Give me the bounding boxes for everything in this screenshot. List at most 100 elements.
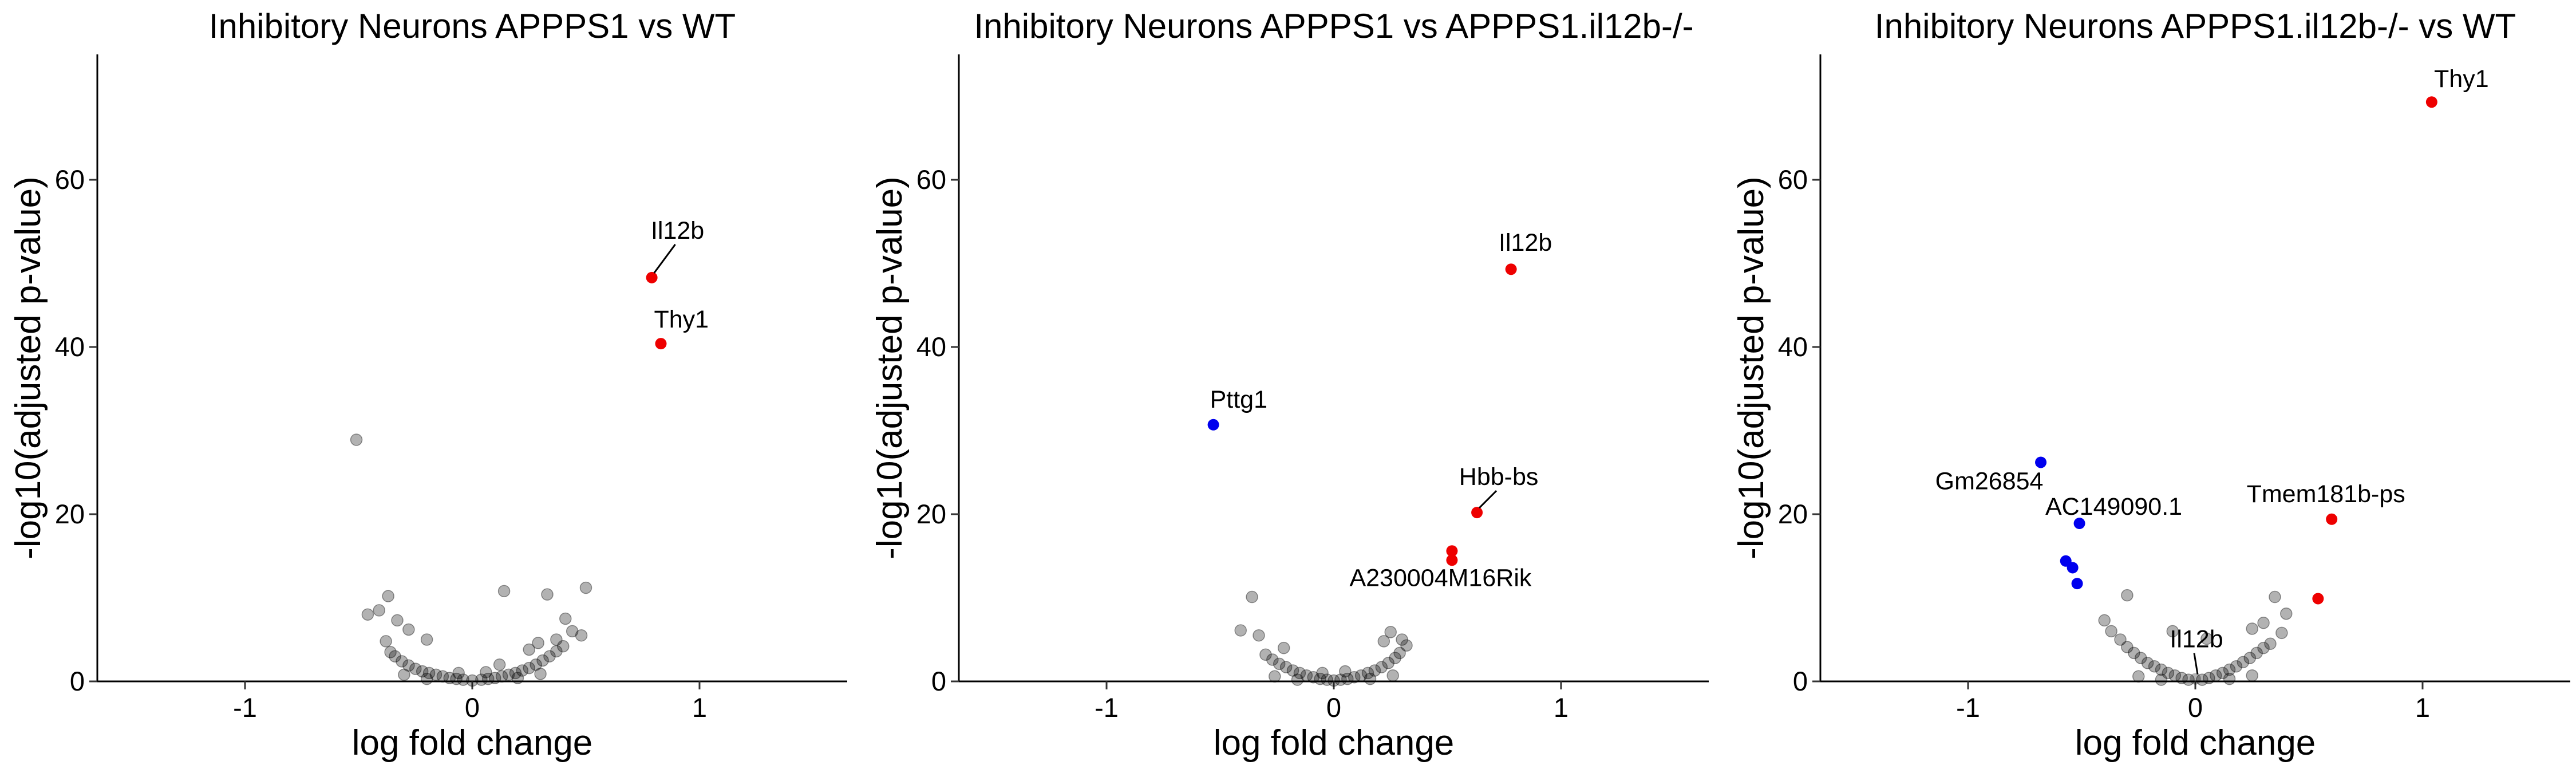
x-tick-label: 0 xyxy=(1326,692,1341,723)
gene-point-ns xyxy=(389,650,401,662)
gene-point-ns xyxy=(1341,672,1354,685)
gene-point-ns xyxy=(579,581,592,594)
gene-point-ns xyxy=(2134,652,2147,664)
x-tick-label: -1 xyxy=(233,692,257,723)
gene-point-ns xyxy=(2098,614,2111,627)
gene-label-gm26854: Gm26854 xyxy=(1935,467,2044,495)
y-axis-title: -log10(adjusted p-value) xyxy=(9,176,48,559)
gene-point-gm26854 xyxy=(2035,456,2047,468)
gene-point-ns xyxy=(373,604,385,617)
gene-point-ns xyxy=(532,637,544,649)
y-axis-title: -log10(adjusted p-value) xyxy=(1732,176,1771,559)
gene-point-ac149090-1 xyxy=(2073,518,2085,530)
y-tick-label: 20 xyxy=(55,499,85,529)
gene-point-ns xyxy=(1307,671,1320,684)
gene-point-ns xyxy=(2114,633,2127,646)
gene-point-ns xyxy=(495,670,508,683)
gene-point-ns xyxy=(396,655,408,668)
gene-point-ns xyxy=(1253,629,1265,642)
x-tick-label: 1 xyxy=(1554,692,1568,723)
gene-point-ns xyxy=(450,672,463,685)
gene-point-ns xyxy=(1293,666,1306,680)
gene-point-thy1 xyxy=(655,338,667,350)
gene-label-thy1: Thy1 xyxy=(2434,65,2489,93)
gene-point-ns xyxy=(457,673,469,686)
gene-point-ns xyxy=(2280,607,2293,620)
gene-label-connector xyxy=(1479,490,1498,509)
gene-point-ns xyxy=(536,654,549,667)
gene-point-ns xyxy=(1386,669,1399,682)
gene-point-ns xyxy=(1377,635,1390,648)
gene-point-ns xyxy=(2250,646,2263,660)
gene-point-ns xyxy=(466,674,479,687)
gene-point-ns xyxy=(1300,669,1313,682)
gene-point-ns xyxy=(1396,633,1408,646)
gene-point-ns xyxy=(1375,661,1388,673)
gene-point-ns xyxy=(1269,670,1281,683)
gene-point-ns xyxy=(2121,589,2134,602)
gene-point-ns xyxy=(402,659,415,672)
gene-point-ns xyxy=(2162,666,2175,680)
gene-point-ns xyxy=(416,665,429,678)
x-axis-title: log fold change xyxy=(352,723,593,763)
gene-point-ns xyxy=(2175,672,2188,684)
panel-apppps1-vs-apppps1-il12b-ko: Inhibitory Neurons APPPS1 vs APPPS1.il12… xyxy=(870,7,1709,763)
gene-point-ns xyxy=(2168,669,2182,682)
gene-point-ns xyxy=(420,633,433,646)
gene-point-up xyxy=(2312,593,2324,605)
x-axis-title: log fold change xyxy=(2075,723,2316,763)
gene-point-ns xyxy=(530,658,542,671)
gene-point-ns xyxy=(2200,632,2213,645)
gene-point-ns xyxy=(2216,666,2229,680)
gene-point-ns xyxy=(2230,660,2243,673)
gene-point-ns xyxy=(2269,590,2281,604)
y-tick-label: 60 xyxy=(916,164,946,195)
gene-label-a230004m16rik: A230004M16Rik xyxy=(1349,564,1531,591)
gene-point-ns xyxy=(488,672,501,684)
gene-point-ns xyxy=(482,672,495,685)
gene-point-ns xyxy=(575,629,588,642)
gene-point-ns xyxy=(1266,653,1279,666)
y-tick-label: 20 xyxy=(916,499,946,529)
gene-point-ns xyxy=(2223,672,2236,685)
gene-point-ns xyxy=(493,658,506,671)
gene-point-ns xyxy=(420,672,433,685)
gene-point-ns xyxy=(1382,657,1395,669)
gene-point-ns xyxy=(452,666,465,680)
gene-point-ns xyxy=(391,614,404,627)
gene-point-ns xyxy=(429,668,442,681)
gene-point-ns xyxy=(1334,673,1347,686)
y-tick-label: 0 xyxy=(70,666,85,696)
gene-point-ns xyxy=(1314,672,1326,685)
x-tick-label: 1 xyxy=(2415,692,2430,723)
gene-point-ns xyxy=(509,666,522,680)
gene-point-ns xyxy=(2121,641,2134,653)
gene-point-ns xyxy=(2264,637,2277,650)
gene-point-ns xyxy=(1246,590,1258,604)
gene-point-up xyxy=(1446,545,1458,557)
gene-point-ns xyxy=(1286,664,1299,677)
gene-point-ns xyxy=(559,612,572,625)
gene-point-ns xyxy=(1273,657,1286,671)
y-tick-label: 40 xyxy=(55,332,85,362)
y-axis-title: -log10(adjusted p-value) xyxy=(870,176,910,559)
gene-point-ns xyxy=(2128,646,2140,660)
gene-point-ns xyxy=(2243,652,2257,664)
gene-point-ns xyxy=(2246,622,2258,635)
gene-point-ns xyxy=(382,590,394,602)
gene-point-ns xyxy=(511,672,524,684)
gene-point-ns xyxy=(550,633,563,646)
x-tick-label: 0 xyxy=(2188,692,2203,723)
gene-point-ns xyxy=(436,670,449,683)
panel-apppps1-vs-wt: Inhibitory Neurons APPPS1 vs WT-1 0 102040… xyxy=(9,7,847,763)
gene-point-il12b xyxy=(1505,263,1517,275)
gene-point-ns xyxy=(1368,664,1381,677)
gene-point-ns xyxy=(398,668,410,681)
panel-apppps1-il12b-ko-vs-wt: Inhibitory Neurons APPPS1.il12b-/- vs WT… xyxy=(1732,7,2570,763)
panel-title: Inhibitory Neurons APPPS1.il12b-/- vs WT xyxy=(1875,7,2516,45)
gene-point-ns xyxy=(2257,617,2270,629)
gene-point-ns xyxy=(1354,669,1368,682)
gene-point-ns xyxy=(2182,673,2195,686)
x-tick-label: -1 xyxy=(1095,692,1119,723)
